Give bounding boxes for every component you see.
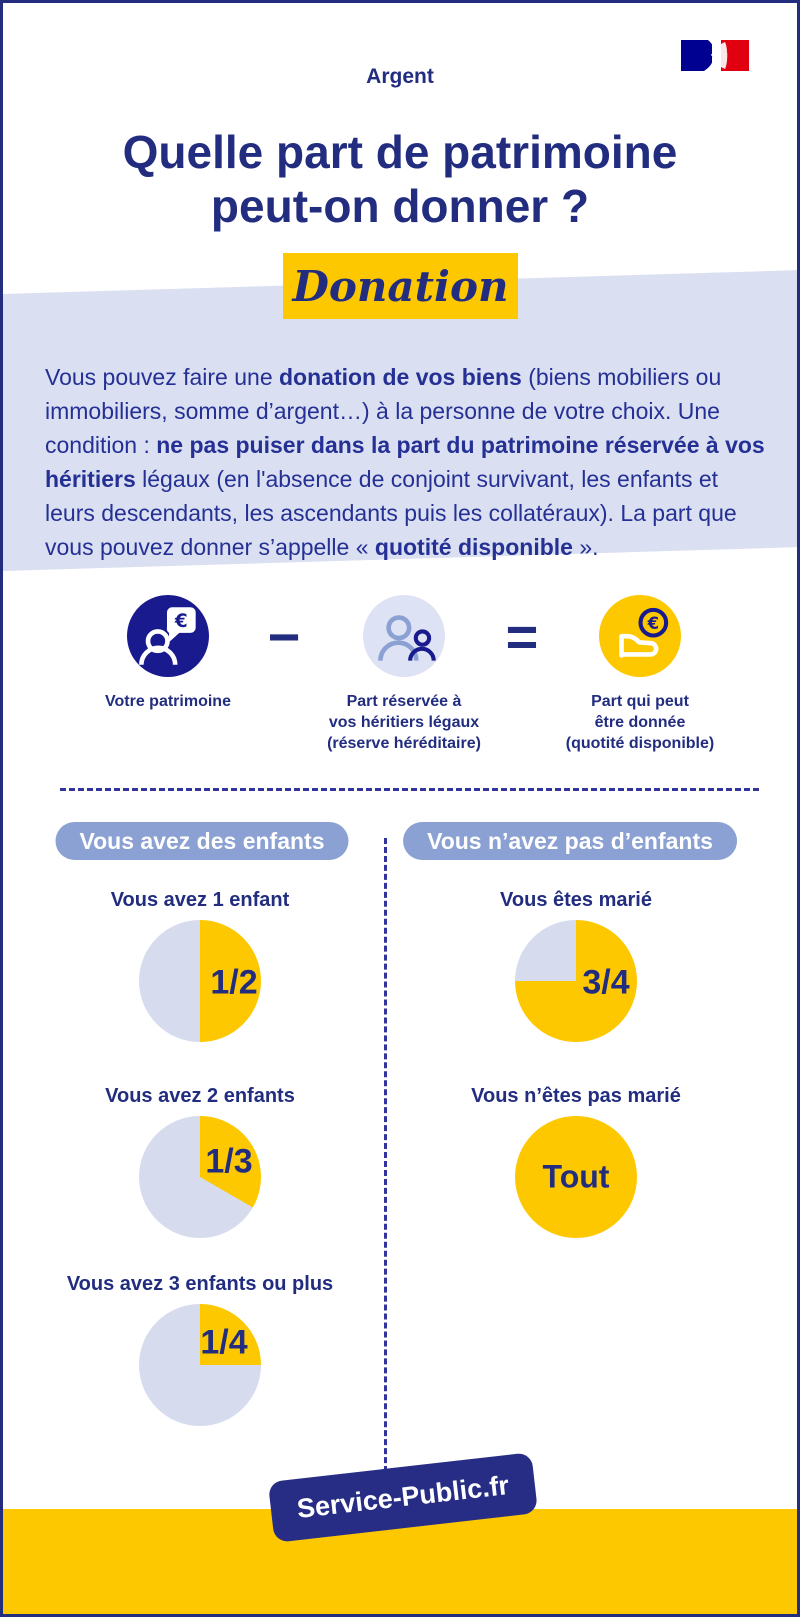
- svg-text:€: €: [174, 611, 188, 632]
- page-title: Quelle part de patrimoine peut-on donner…: [122, 126, 678, 232]
- hand-euro-coin-icon: €: [599, 595, 681, 677]
- intro-segment: (biens mobiliers ou immobiliers, somme d…: [45, 364, 722, 458]
- intro-bold-segment: quotité disponible: [374, 534, 573, 560]
- pie-fraction-label: 3/4: [582, 963, 630, 1002]
- pie-fraction-label: 1/2: [210, 963, 258, 1002]
- pie-row-label: Vous êtes marié: [500, 889, 652, 911]
- minus-operator: −: [267, 604, 301, 668]
- pie-fraction-label: 1/3: [205, 1142, 253, 1181]
- intro-bold-segment: ne pas puiser dans la part du patrimoine…: [45, 432, 765, 492]
- intro-segment: légaux (en l'absence de conjoint surviva…: [45, 466, 737, 560]
- person-euro-speech-bubble-icon: €: [127, 595, 209, 677]
- pie-row-label: Vous avez 2 enfants: [105, 1085, 295, 1107]
- pie-fraction-label: Tout: [542, 1158, 610, 1195]
- intro-bold-segment: donation de vos biens: [279, 364, 522, 390]
- french-republic-flag-marianne-icon: [681, 40, 749, 71]
- column-heading-with-children: Vous avez des enfants: [55, 822, 349, 860]
- pie-chart: [139, 1116, 261, 1238]
- column-heading-without-children: Vous n’avez pas d’enfants: [403, 822, 737, 860]
- svg-text:€: €: [647, 614, 659, 633]
- pie-chart: [515, 920, 637, 1042]
- pie-fraction-label: 1/4: [200, 1323, 248, 1362]
- horizontal-dashed-divider: [60, 788, 759, 791]
- pie-chart: [515, 1116, 637, 1238]
- intro-paragraph: Vous pouvez faire une donation de vos bi…: [45, 360, 769, 564]
- pie-chart: [139, 920, 261, 1042]
- equation-caption-reserve: Part réservée à vos héritiers légaux (ré…: [327, 693, 481, 752]
- vertical-dashed-divider: [384, 838, 387, 1490]
- donation-badge: Donation: [283, 253, 518, 319]
- equation-caption-patrimoine: Votre patrimoine: [105, 693, 231, 710]
- pie-chart: [139, 1304, 261, 1426]
- intro-segment: ».: [572, 534, 599, 560]
- pie-row-label: Vous n’êtes pas marié: [471, 1085, 681, 1107]
- intro-band: [3, 270, 797, 571]
- category-label: Argent: [366, 65, 434, 88]
- two-persons-heirs-icon: [363, 595, 445, 677]
- pie-row-label: Vous avez 3 enfants ou plus: [66, 1273, 334, 1295]
- equals-operator: =: [505, 604, 539, 668]
- equation-caption-quotite: Part qui peut être donnée (quotité dispo…: [565, 693, 715, 752]
- intro-segment: Vous pouvez faire une: [45, 364, 279, 390]
- pie-row-label: Vous avez 1 enfant: [110, 889, 290, 911]
